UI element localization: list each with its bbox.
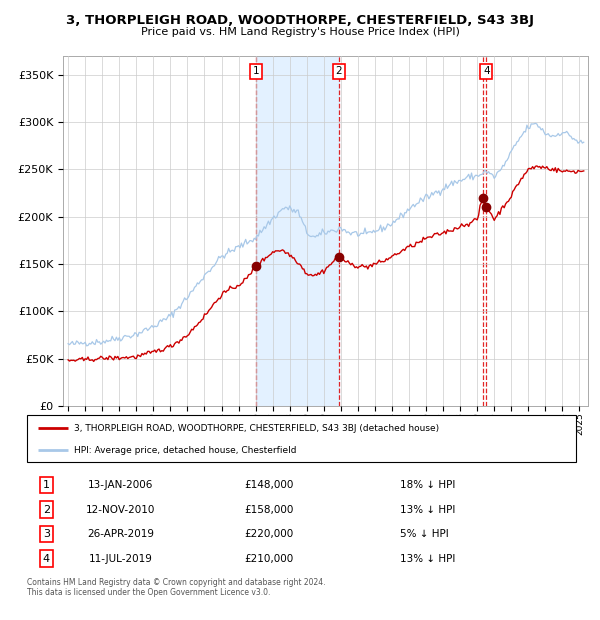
Text: 12-NOV-2010: 12-NOV-2010	[86, 505, 155, 515]
Bar	[256, 56, 338, 406]
Text: 3, THORPLEIGH ROAD, WOODTHORPE, CHESTERFIELD, S43 3BJ (detached house): 3, THORPLEIGH ROAD, WOODTHORPE, CHESTERF…	[74, 424, 439, 433]
Text: 2: 2	[43, 505, 50, 515]
Text: 4: 4	[43, 554, 50, 564]
Text: Contains HM Land Registry data © Crown copyright and database right 2024.
This d: Contains HM Land Registry data © Crown c…	[27, 578, 325, 597]
Text: 4: 4	[483, 66, 490, 76]
Text: 13% ↓ HPI: 13% ↓ HPI	[400, 554, 455, 564]
Text: 11-JUL-2019: 11-JUL-2019	[88, 554, 152, 564]
Text: 13-JAN-2006: 13-JAN-2006	[88, 480, 153, 490]
Text: 5% ↓ HPI: 5% ↓ HPI	[400, 529, 449, 539]
Text: 2: 2	[335, 66, 342, 76]
Text: 13% ↓ HPI: 13% ↓ HPI	[400, 505, 455, 515]
Text: 26-APR-2019: 26-APR-2019	[87, 529, 154, 539]
Text: 1: 1	[43, 480, 50, 490]
FancyBboxPatch shape	[27, 415, 576, 462]
Text: 18% ↓ HPI: 18% ↓ HPI	[400, 480, 455, 490]
Text: 3, THORPLEIGH ROAD, WOODTHORPE, CHESTERFIELD, S43 3BJ: 3, THORPLEIGH ROAD, WOODTHORPE, CHESTERF…	[66, 14, 534, 27]
Text: Price paid vs. HM Land Registry's House Price Index (HPI): Price paid vs. HM Land Registry's House …	[140, 27, 460, 37]
Text: £210,000: £210,000	[244, 554, 293, 564]
Text: HPI: Average price, detached house, Chesterfield: HPI: Average price, detached house, Ches…	[74, 446, 296, 455]
Text: 1: 1	[253, 66, 260, 76]
Text: £158,000: £158,000	[244, 505, 293, 515]
Text: £220,000: £220,000	[244, 529, 293, 539]
Text: £148,000: £148,000	[244, 480, 293, 490]
Text: 3: 3	[43, 529, 50, 539]
